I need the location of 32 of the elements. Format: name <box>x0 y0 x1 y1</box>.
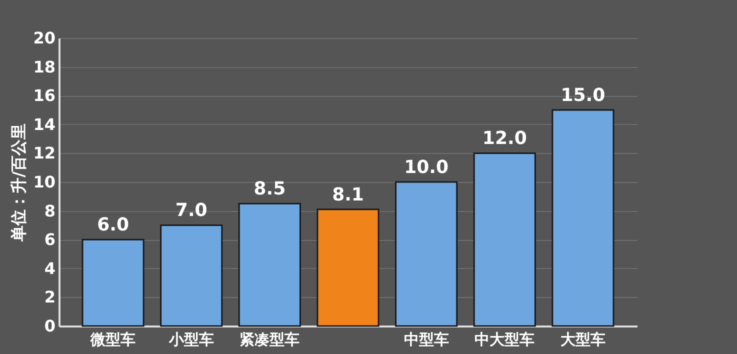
data-label: 15.0 <box>560 85 606 106</box>
y-axis-title: 单位：升/百公里 <box>9 124 28 242</box>
data-label: 12.0 <box>482 128 527 150</box>
x-tick-label: 中型车 <box>404 330 449 348</box>
y-tick-label: 20 <box>33 28 56 48</box>
bar <box>395 181 458 327</box>
y-tick-label: 6 <box>44 230 56 250</box>
data-label: 7.0 <box>175 200 208 222</box>
x-tick-label: 微型车 <box>90 330 136 348</box>
data-label: 8.1 <box>332 184 364 206</box>
data-label: 8.5 <box>254 178 286 200</box>
y-tick-label: 10 <box>33 172 56 192</box>
data-label: 6.0 <box>97 214 129 236</box>
y-tick-label: 2 <box>44 288 56 307</box>
x-tick-label: 中大型车 <box>474 330 535 348</box>
x-tick-label: 大型车 <box>560 330 606 348</box>
y-tick-label: 16 <box>33 86 56 106</box>
bar <box>473 152 536 327</box>
y-tick-label: 0 <box>44 316 56 336</box>
bar <box>238 202 301 327</box>
data-label: 10.0 <box>404 157 449 178</box>
x-tick-label: 小型车 <box>168 330 214 348</box>
bar <box>316 208 380 327</box>
y-tick-label: 4 <box>44 258 56 278</box>
y-tick-label: 12 <box>33 144 56 163</box>
bar <box>160 224 223 327</box>
y-tick-label: 14 <box>33 114 56 134</box>
x-tick-label: 紧凑型车 <box>240 330 300 348</box>
bar <box>552 109 614 327</box>
y-tick-label: 18 <box>33 57 56 76</box>
y-tick-label: 8 <box>44 201 56 220</box>
bar <box>82 238 144 327</box>
